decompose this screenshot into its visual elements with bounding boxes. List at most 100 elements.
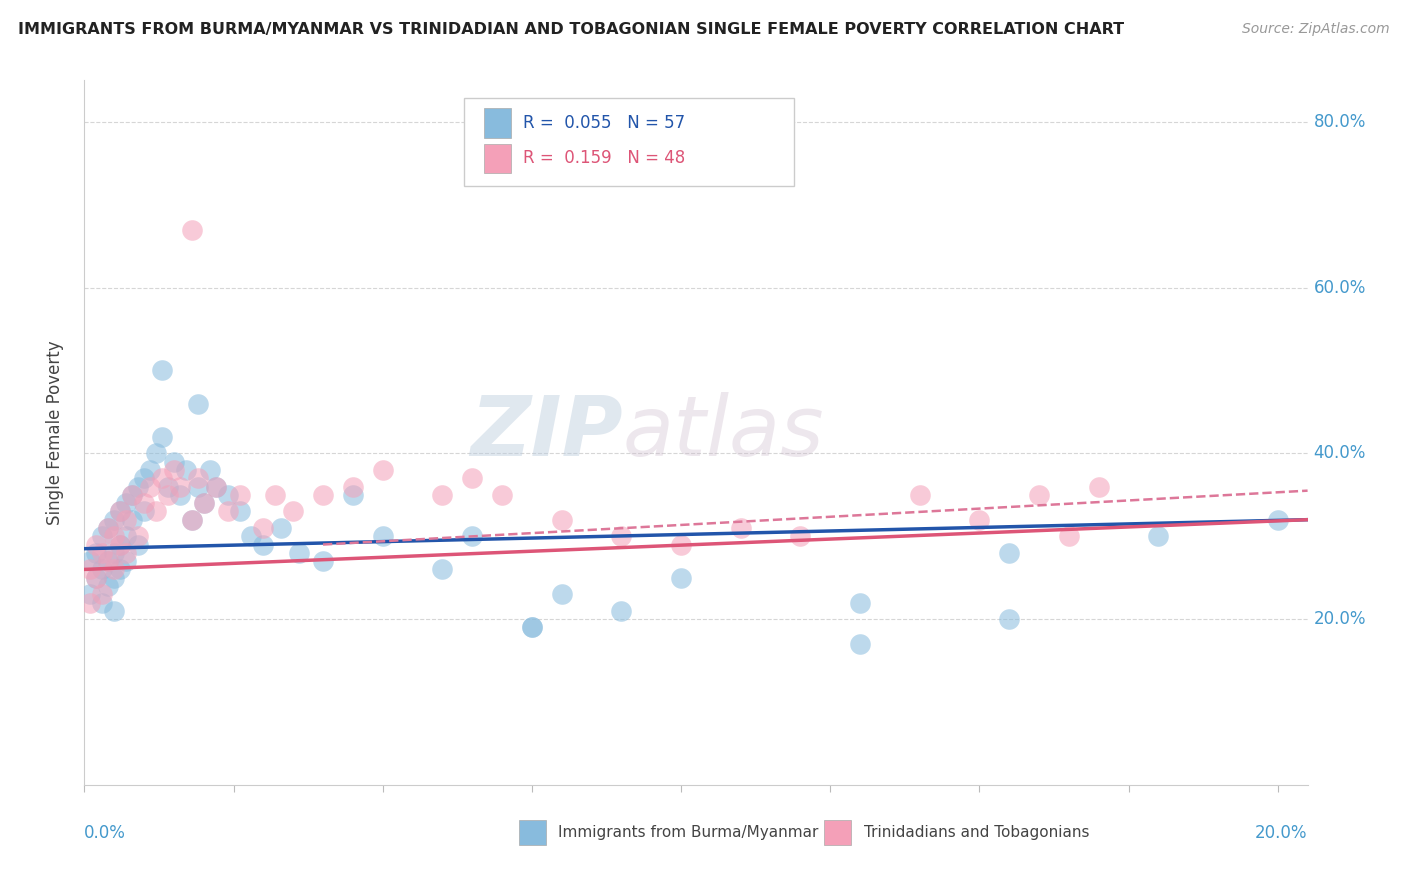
Point — [150, 430, 173, 444]
Point — [288, 546, 311, 560]
Point — [849, 637, 872, 651]
Point — [91, 596, 114, 610]
Point — [91, 587, 114, 601]
Point — [163, 455, 186, 469]
Point — [132, 504, 155, 518]
Point — [204, 479, 226, 493]
Point — [127, 479, 149, 493]
Text: Source: ZipAtlas.com: Source: ZipAtlas.com — [1241, 22, 1389, 37]
Text: 80.0%: 80.0% — [1313, 112, 1367, 131]
Point — [1028, 488, 1050, 502]
Point — [1147, 529, 1170, 543]
Point — [252, 521, 274, 535]
Point — [97, 554, 120, 568]
Point — [103, 546, 125, 560]
Point — [108, 537, 131, 551]
Point — [108, 504, 131, 518]
Point — [491, 488, 513, 502]
Text: Immigrants from Burma/Myanmar: Immigrants from Burma/Myanmar — [558, 825, 818, 839]
Point — [551, 513, 574, 527]
Point — [610, 529, 633, 543]
Point — [669, 537, 692, 551]
Point — [1267, 513, 1289, 527]
Point — [132, 471, 155, 485]
FancyBboxPatch shape — [464, 98, 794, 186]
Point — [97, 554, 120, 568]
Point — [228, 488, 250, 502]
Point — [217, 504, 239, 518]
Point — [169, 488, 191, 502]
Point — [312, 554, 335, 568]
Point — [150, 471, 173, 485]
Y-axis label: Single Female Poverty: Single Female Poverty — [45, 341, 63, 524]
Point — [461, 529, 484, 543]
Text: IMMIGRANTS FROM BURMA/MYANMAR VS TRINIDADIAN AND TOBAGONIAN SINGLE FEMALE POVERT: IMMIGRANTS FROM BURMA/MYANMAR VS TRINIDA… — [18, 22, 1125, 37]
FancyBboxPatch shape — [519, 821, 546, 845]
Point — [91, 562, 114, 576]
Point — [115, 554, 138, 568]
Text: Trinidadians and Tobagonians: Trinidadians and Tobagonians — [863, 825, 1090, 839]
Point — [97, 521, 120, 535]
Point — [520, 620, 543, 634]
Point — [180, 222, 202, 236]
Point — [342, 479, 364, 493]
Point — [610, 604, 633, 618]
FancyBboxPatch shape — [824, 821, 851, 845]
Point — [84, 546, 107, 560]
Point — [669, 571, 692, 585]
Point — [371, 529, 394, 543]
Point — [283, 504, 305, 518]
Text: 40.0%: 40.0% — [1313, 444, 1367, 462]
Point — [174, 463, 197, 477]
Point — [849, 596, 872, 610]
Point — [79, 596, 101, 610]
Point — [127, 529, 149, 543]
Point — [193, 496, 215, 510]
Text: R =  0.159   N = 48: R = 0.159 N = 48 — [523, 150, 686, 168]
Point — [79, 562, 101, 576]
Text: atlas: atlas — [623, 392, 824, 473]
Point — [969, 513, 991, 527]
Point — [91, 546, 114, 560]
Point — [139, 463, 162, 477]
Point — [121, 488, 143, 502]
Point — [97, 579, 120, 593]
Point — [108, 562, 131, 576]
Point — [217, 488, 239, 502]
Point — [103, 571, 125, 585]
Point — [84, 537, 107, 551]
Point — [79, 554, 101, 568]
Point — [108, 537, 131, 551]
Point — [121, 513, 143, 527]
Point — [180, 513, 202, 527]
Point — [84, 571, 107, 585]
Point — [240, 529, 263, 543]
Point — [1087, 479, 1109, 493]
Point — [156, 488, 179, 502]
Point — [187, 396, 209, 410]
Point — [79, 587, 101, 601]
Point — [132, 496, 155, 510]
Point — [204, 479, 226, 493]
Point — [432, 562, 454, 576]
Point — [551, 587, 574, 601]
Point — [730, 521, 752, 535]
Text: ZIP: ZIP — [470, 392, 623, 473]
Point — [97, 521, 120, 535]
Text: 20.0%: 20.0% — [1256, 824, 1308, 842]
Point — [156, 479, 179, 493]
Point — [150, 363, 173, 377]
Point — [145, 504, 167, 518]
Point — [139, 479, 162, 493]
Point — [84, 571, 107, 585]
Point — [127, 537, 149, 551]
Point — [115, 496, 138, 510]
Point — [789, 529, 811, 543]
Point — [163, 463, 186, 477]
Point — [252, 537, 274, 551]
FancyBboxPatch shape — [484, 144, 512, 173]
Point — [91, 529, 114, 543]
Point — [342, 488, 364, 502]
FancyBboxPatch shape — [484, 109, 512, 138]
Point — [998, 612, 1021, 626]
